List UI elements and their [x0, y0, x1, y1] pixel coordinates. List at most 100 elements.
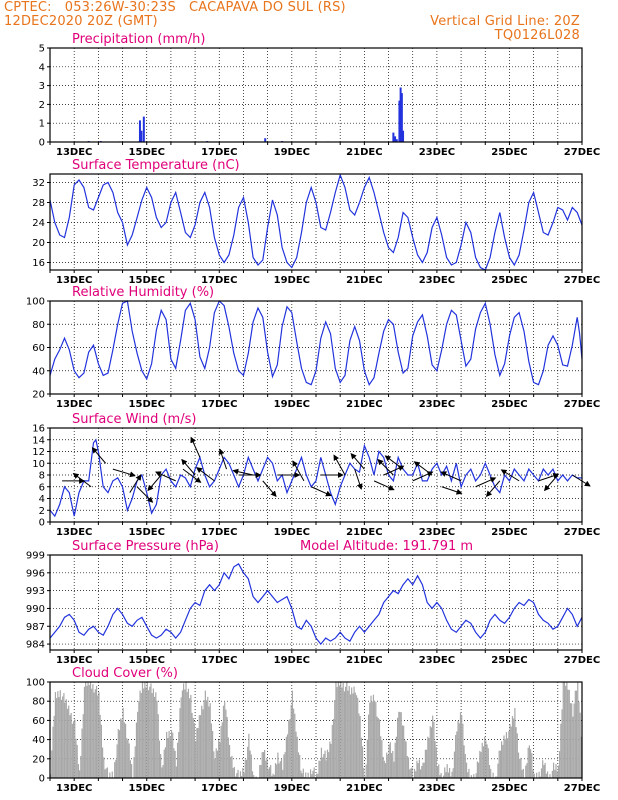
cloud-bar — [359, 716, 361, 778]
pres-ytick-label: 987 — [26, 622, 45, 633]
wind-vector — [354, 468, 363, 490]
wind-date-label: 19DEC — [274, 527, 310, 538]
cloud-bar — [380, 736, 382, 778]
cloud-date-label: 21DEC — [346, 783, 382, 794]
cloud-bar — [330, 743, 332, 778]
cloud-bar — [311, 774, 313, 778]
cloud-bar — [475, 773, 477, 778]
cloud-bar — [552, 762, 555, 778]
cloud-bar — [143, 688, 145, 778]
cloud-bar — [417, 763, 419, 778]
wind-vector — [333, 454, 346, 476]
rh-frame — [49, 300, 583, 395]
wind-vector — [181, 458, 196, 476]
cloud-bar — [76, 744, 78, 778]
cloud-bar — [488, 765, 491, 778]
wind-ytick-label: 10 — [32, 459, 45, 470]
wind-vector — [218, 448, 228, 470]
cloud-bar — [94, 689, 96, 778]
cloud-bar — [237, 769, 239, 778]
cloud-bar — [247, 746, 249, 778]
wind-vector — [129, 474, 142, 493]
wind-vector — [440, 471, 462, 482]
precip-date-label: 17DEC — [201, 147, 237, 158]
cloud-bar — [103, 757, 105, 778]
wind-vector — [350, 452, 365, 470]
cloud-bar — [280, 759, 283, 778]
cloud-bar — [358, 713, 360, 778]
cloud-bar — [249, 750, 251, 778]
cloud-bar — [371, 701, 373, 778]
cloud-bar — [565, 685, 567, 778]
cloud-bar — [89, 682, 92, 778]
rh-date-label: 15DEC — [129, 399, 165, 410]
cloud-bar — [406, 755, 408, 778]
cloud-bar — [289, 718, 291, 778]
cloud-bar — [543, 765, 545, 778]
precip-bar — [395, 139, 398, 142]
cloud-bar — [93, 692, 95, 778]
cloud-bar — [453, 751, 456, 778]
cloud-bar — [231, 755, 233, 778]
cloud-bar — [204, 690, 206, 778]
cloud-bar — [155, 692, 157, 778]
cloud-bar — [504, 739, 506, 778]
cloud-bar — [444, 767, 446, 778]
cloud-bar — [251, 771, 254, 778]
cloud-bar — [267, 769, 269, 778]
cloud-bar — [83, 686, 86, 778]
cloud-bar — [503, 735, 505, 778]
header-grid-info: Vertical Grid Line: 20Z — [430, 14, 580, 29]
cloud-bar — [126, 738, 128, 778]
cloud-panel: Cloud Cover (%) 0 20 40 60 80 100 13DEC 15DEC 17D… — [26, 666, 600, 794]
cloud-bar — [208, 706, 210, 778]
cloud-bar — [525, 765, 527, 778]
wind-vector — [112, 468, 136, 478]
cloud-bar — [116, 744, 118, 778]
cloud-bar — [290, 704, 292, 778]
cloud-bar — [197, 728, 199, 778]
cloud-bar — [144, 682, 146, 778]
cloud-bar — [270, 765, 272, 778]
cloud-date-label: 13DEC — [56, 783, 92, 794]
wind-vector — [475, 477, 497, 488]
cloud-bar — [366, 739, 368, 778]
cloud-bar — [291, 690, 294, 778]
cloud-bar — [168, 730, 170, 778]
cloud-bar — [531, 753, 533, 778]
precip-ytick-label: 5 — [39, 44, 45, 55]
cloud-bar — [401, 725, 404, 778]
cloud-bar — [216, 750, 219, 778]
cloud-bar — [520, 757, 522, 778]
cloud-bar — [232, 767, 234, 778]
precip-panel: Precipitation (mm/h) 0 1 2 3 4 5 13DEC 15DEC 17DE… — [39, 32, 601, 158]
cloud-bar — [244, 759, 246, 778]
cloud-bar — [282, 769, 284, 778]
temp-date-label: 17DEC — [201, 275, 237, 286]
cloud-bar — [432, 715, 434, 778]
cloud-bar — [400, 712, 402, 778]
cloud-bar — [104, 769, 106, 778]
cloud-bar — [233, 766, 235, 778]
cloud-bar — [56, 698, 58, 778]
wind-vector — [72, 472, 92, 488]
cloud-bar — [307, 772, 309, 778]
cloud-bar — [433, 721, 435, 778]
cloud-bar — [106, 767, 109, 778]
cloud-bar — [435, 747, 437, 778]
cloud-bar — [278, 763, 280, 778]
wind-vector — [262, 480, 277, 498]
cloud-bar — [101, 747, 104, 778]
temp-frame — [49, 173, 583, 271]
cloud-bar — [556, 771, 558, 778]
rh-title: Relative Humidity (%) — [72, 285, 214, 300]
cloud-bar — [72, 721, 75, 778]
cloud-bar — [457, 720, 459, 778]
cloud-bar — [150, 683, 152, 778]
cloud-bar — [294, 713, 296, 778]
cloud-bar — [261, 752, 263, 778]
cloud-bar — [423, 762, 425, 778]
cloud-bar — [129, 760, 131, 778]
cloud-bar — [170, 730, 173, 778]
wind-date-label: 23DEC — [419, 527, 455, 538]
